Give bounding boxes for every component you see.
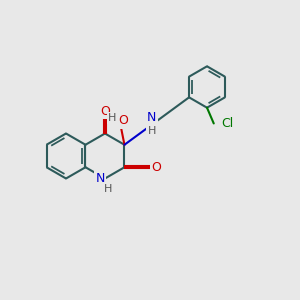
Text: H: H [147,126,156,136]
Text: H: H [104,184,112,194]
Text: O: O [100,105,110,118]
Text: O: O [118,114,128,127]
Text: N: N [96,172,105,185]
Text: N: N [147,111,156,124]
Text: O: O [152,161,161,174]
Text: H: H [108,113,117,123]
Text: Cl: Cl [221,117,233,130]
